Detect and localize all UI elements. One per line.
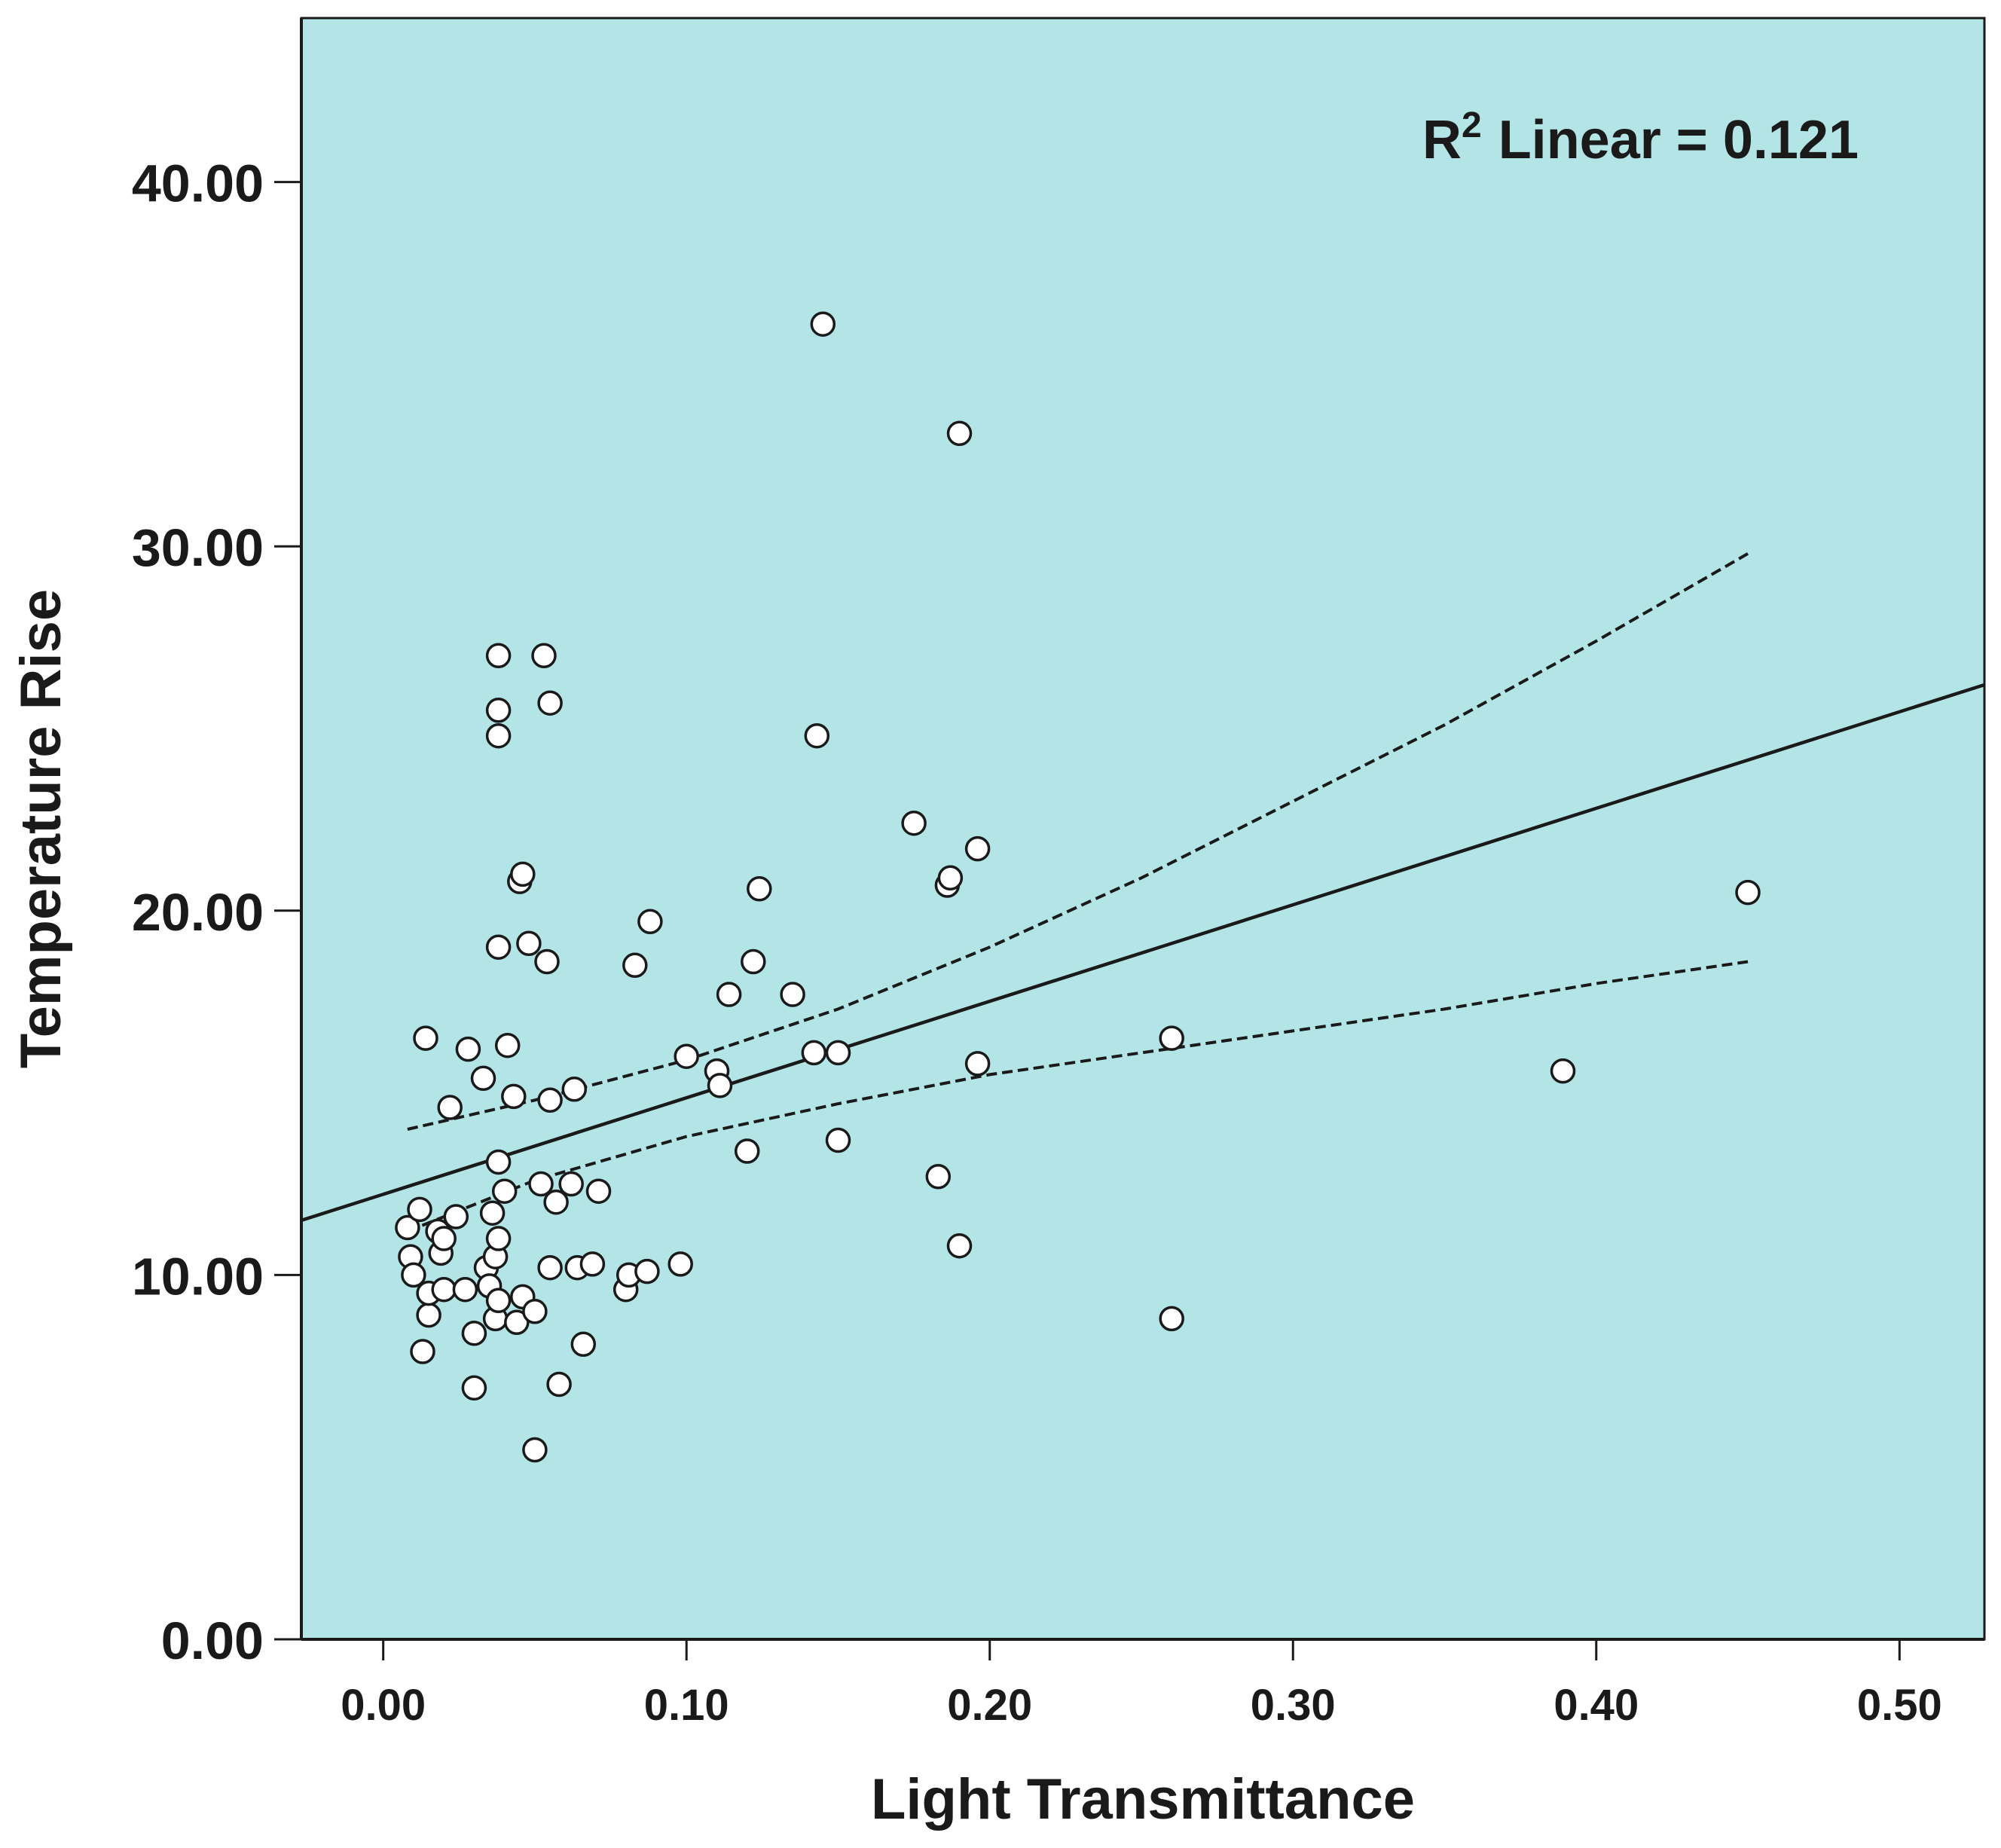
scatter-point bbox=[585, 1178, 612, 1204]
scatter-point bbox=[461, 1375, 487, 1401]
scatter-point bbox=[510, 861, 536, 887]
scatter-point bbox=[543, 1189, 569, 1215]
points-group bbox=[395, 311, 1761, 1463]
scatter-point bbox=[416, 1302, 441, 1328]
scatter-point bbox=[395, 1214, 420, 1241]
scatter-point bbox=[537, 1087, 563, 1113]
scatter-point bbox=[901, 810, 927, 836]
scatter-point bbox=[964, 835, 991, 862]
fit-line bbox=[301, 683, 1985, 1223]
r-label: R bbox=[1422, 110, 1462, 170]
scatter-point bbox=[622, 952, 648, 979]
scatter-point bbox=[491, 1178, 518, 1204]
scatter-point bbox=[825, 1127, 851, 1153]
scatter-point bbox=[410, 1339, 435, 1364]
scatter-point bbox=[431, 1276, 457, 1303]
scatter-point bbox=[485, 1149, 512, 1175]
scatter-point bbox=[946, 420, 973, 447]
y-tick-label: 40.00 bbox=[132, 154, 264, 213]
scatter-point bbox=[964, 1051, 991, 1077]
scatter-point bbox=[825, 1040, 851, 1066]
r-squared-annotation: R2 Linear = 0.121 bbox=[1422, 105, 1859, 170]
axes-group bbox=[300, 18, 1984, 1641]
scatter-point bbox=[534, 948, 560, 975]
x-tick-label: 0.20 bbox=[947, 1681, 1032, 1730]
scatter-point bbox=[707, 1073, 733, 1098]
scatter-point bbox=[634, 1258, 660, 1284]
y-axis-title: Temperature Rise bbox=[9, 589, 73, 1068]
scatter-point bbox=[546, 1371, 572, 1397]
scatter-point bbox=[485, 1226, 512, 1251]
scatter-point bbox=[804, 722, 830, 749]
scatter-point bbox=[1159, 1306, 1184, 1332]
scatter-point bbox=[561, 1077, 588, 1102]
scatter-point bbox=[407, 1196, 432, 1223]
scatter-point bbox=[801, 1040, 827, 1066]
scatter-point bbox=[537, 690, 563, 716]
scatter-point bbox=[501, 1083, 527, 1110]
scatter-point bbox=[810, 311, 836, 337]
scatter-point bbox=[443, 1204, 469, 1229]
plot-area bbox=[300, 17, 1986, 1641]
r-linear-text: Linear = 0.121 bbox=[1498, 110, 1859, 170]
confidence-band-group bbox=[407, 552, 1749, 1233]
scatter-point bbox=[579, 1251, 606, 1277]
scatter-point bbox=[485, 643, 512, 669]
x-axis-title: Light Transmittance bbox=[871, 1767, 1415, 1831]
scatter-point bbox=[485, 698, 512, 723]
y-tick-label: 30.00 bbox=[132, 518, 264, 577]
scatter-point bbox=[637, 909, 663, 935]
scatter-point bbox=[437, 1095, 463, 1120]
scatter-point bbox=[570, 1331, 597, 1358]
scatter-point bbox=[946, 1233, 973, 1259]
scatter-point bbox=[452, 1276, 478, 1303]
scatter-point bbox=[485, 722, 512, 749]
ci-upper-line bbox=[407, 552, 1749, 1131]
scatter-point bbox=[504, 1309, 530, 1336]
scatter-point bbox=[431, 1226, 457, 1251]
y-tick-label: 10.00 bbox=[132, 1247, 264, 1306]
scatter-point bbox=[674, 1043, 699, 1069]
scatter-point bbox=[925, 1164, 952, 1190]
scatter-point bbox=[522, 1299, 548, 1324]
y-tick-label: 20.00 bbox=[132, 883, 264, 942]
scatter-point bbox=[668, 1251, 693, 1277]
scatter-point bbox=[747, 876, 772, 902]
scatter-point bbox=[485, 1287, 512, 1314]
ticks-group: 0.00 0.10 0.20 0.30 0.40 0.50 0.00 10.00 20.00 30… bbox=[132, 154, 1942, 1730]
scatter-point bbox=[461, 1321, 487, 1346]
scatter-point bbox=[494, 1032, 521, 1058]
scatter-point bbox=[485, 934, 512, 960]
scatter-point bbox=[1735, 879, 1761, 906]
ci-lower-line bbox=[407, 960, 1749, 1233]
scatter-point bbox=[401, 1262, 426, 1288]
scatter-point bbox=[470, 1065, 496, 1092]
r-superscript: 2 bbox=[1462, 105, 1482, 145]
scatter-point bbox=[741, 948, 766, 975]
scatter-point bbox=[734, 1138, 760, 1164]
scatter-point bbox=[716, 982, 742, 1007]
scatter-point bbox=[937, 865, 964, 891]
scatter-point bbox=[479, 1200, 506, 1226]
x-tick-label: 0.50 bbox=[1857, 1681, 1942, 1730]
scatter-point bbox=[531, 643, 557, 669]
x-tick-label: 0.40 bbox=[1553, 1681, 1639, 1730]
x-tick-label: 0.10 bbox=[644, 1681, 729, 1730]
fit-line-group bbox=[301, 683, 1985, 1223]
scatter-point bbox=[522, 1437, 548, 1463]
scatter-point bbox=[1159, 1025, 1184, 1051]
scatter-point bbox=[537, 1254, 563, 1281]
scatter-point bbox=[528, 1171, 554, 1197]
scatter-point bbox=[558, 1171, 584, 1197]
scatter-point bbox=[1550, 1058, 1576, 1084]
y-tick-label: 0.00 bbox=[161, 1611, 264, 1670]
scatter-point bbox=[780, 982, 805, 1007]
x-tick-label: 0.00 bbox=[341, 1681, 426, 1730]
scatter-point bbox=[455, 1036, 481, 1062]
scatter-point bbox=[516, 930, 542, 957]
x-tick-label: 0.30 bbox=[1251, 1681, 1336, 1730]
scatter-point bbox=[413, 1025, 438, 1051]
